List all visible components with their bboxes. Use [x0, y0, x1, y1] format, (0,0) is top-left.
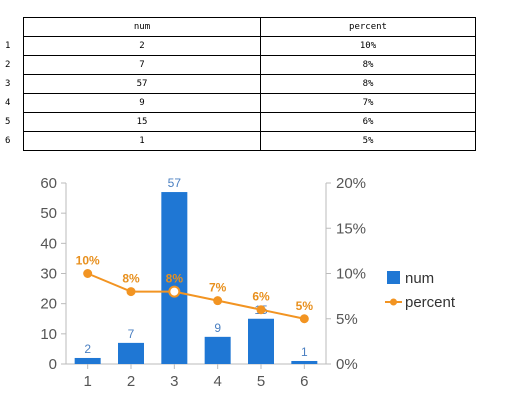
table-row: 4 9 7%	[4, 93, 476, 113]
chart-legend: num percent	[385, 270, 456, 311]
x-tick-label: 4	[213, 373, 221, 390]
right-tick-label: 10%	[336, 266, 366, 283]
cell-num: 7	[23, 55, 261, 75]
table-row: 1 2 10%	[4, 36, 476, 56]
bar-data-label: 2	[84, 342, 91, 356]
x-tick-label: 2	[127, 373, 135, 390]
cell-percent: 5%	[260, 131, 476, 151]
cell-percent: 6%	[260, 112, 476, 132]
table-row: 5 15 6%	[4, 112, 476, 132]
table-row: 6 1 5%	[4, 131, 476, 151]
line-data-label: 7%	[209, 281, 227, 295]
bar	[74, 357, 101, 364]
left-tick-label: 20	[40, 296, 57, 313]
legend-bar-label: num	[405, 270, 434, 287]
table-row: 3 57 8%	[4, 74, 476, 94]
cell-num: 1	[23, 131, 261, 151]
table-header-row: num percent	[4, 17, 476, 37]
bar-data-label: 1	[301, 345, 308, 359]
line-data-label: 10%	[76, 254, 100, 268]
left-tick-label: 30	[40, 266, 57, 283]
line-data-label: 6%	[252, 290, 270, 304]
legend-bar-swatch	[387, 271, 400, 284]
cell-num: 57	[23, 74, 261, 94]
line-point	[83, 269, 93, 278]
line-point	[126, 287, 136, 297]
line-data-label: 5%	[296, 299, 314, 313]
row-index: 4	[4, 93, 24, 113]
x-tick-label: 5	[257, 373, 265, 390]
right-tick-label: 5%	[336, 311, 358, 328]
x-tick-label: 1	[83, 373, 91, 390]
left-tick-label: 10	[40, 326, 57, 343]
left-tick-label: 0	[49, 356, 57, 373]
x-tick-label: 6	[300, 373, 308, 390]
cell-num: 15	[23, 112, 261, 132]
column-header-percent: percent	[260, 17, 476, 37]
x-tick-label: 3	[170, 373, 178, 390]
bar	[161, 192, 188, 364]
row-index: 6	[4, 131, 24, 151]
right-tick-label: 15%	[336, 220, 366, 237]
row-index: 5	[4, 112, 24, 132]
cell-num: 9	[23, 93, 261, 113]
percent-line	[87, 272, 305, 320]
row-index: 2	[4, 55, 24, 75]
right-tick-label: 20%	[336, 175, 366, 192]
line-series: 10% 8% 8% 7% 6% 5%	[76, 254, 314, 324]
line-data-label: 8%	[166, 272, 184, 286]
left-tick-label: 40	[40, 235, 57, 252]
column-header-num: num	[23, 17, 261, 37]
bar	[118, 342, 144, 364]
line-point	[168, 285, 181, 298]
bar	[248, 318, 274, 364]
bar	[204, 336, 231, 364]
bar-series: 27579151	[74, 176, 318, 364]
left-tick-label: 60	[40, 175, 57, 192]
legend-line-marker	[390, 298, 397, 306]
bar-data-label: 57	[168, 176, 182, 190]
left-tick-label: 50	[40, 205, 57, 222]
line-point	[299, 314, 309, 324]
line-data-label: 8%	[122, 272, 140, 286]
cell-percent: 10%	[260, 36, 476, 56]
legend-line-label: percent	[405, 294, 456, 311]
line-point	[256, 305, 266, 315]
row-index: 3	[4, 74, 24, 94]
bar	[291, 360, 318, 364]
cell-percent: 8%	[260, 55, 476, 75]
cell-percent: 8%	[260, 74, 476, 94]
bar-data-label: 9	[214, 321, 221, 335]
table-row: 2 7 8%	[4, 55, 476, 75]
right-tick-label: 0%	[336, 356, 358, 373]
table-corner	[4, 18, 24, 37]
cell-num: 2	[23, 36, 261, 56]
cell-percent: 7%	[260, 93, 476, 113]
bar-data-label: 7	[128, 327, 135, 341]
line-point	[213, 296, 223, 306]
data-table: num percent 1 2 10% 2 7 8% 3 57 8% 4 9 7…	[4, 17, 476, 151]
row-index: 1	[4, 36, 24, 56]
